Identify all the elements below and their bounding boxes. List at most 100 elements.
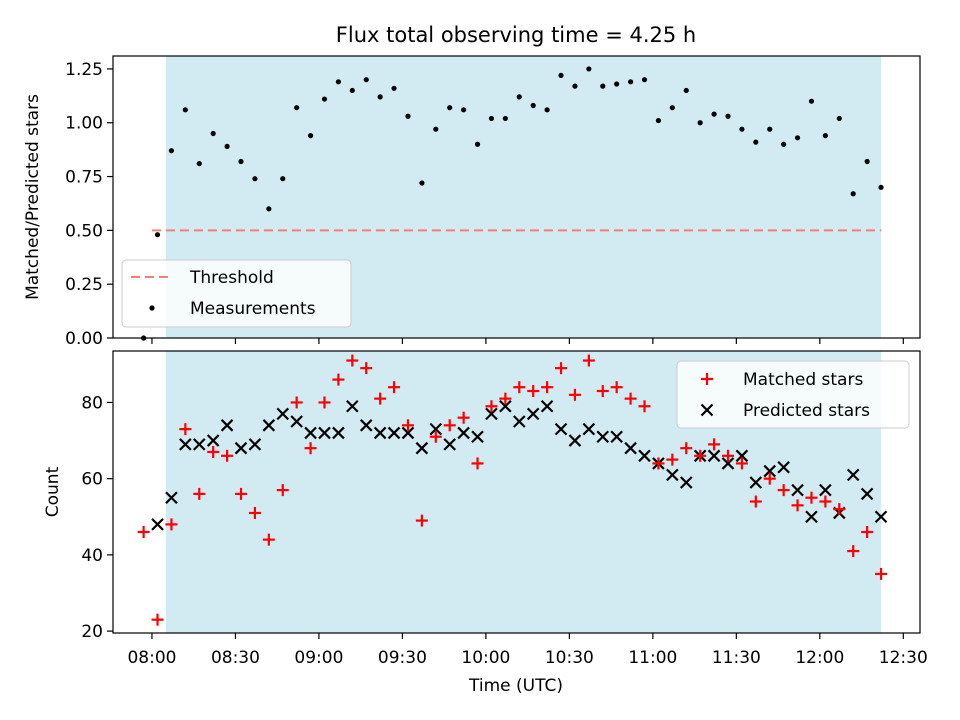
predicted-point-b <box>554 422 568 436</box>
measurement-point <box>627 79 634 85</box>
measurement-point <box>822 133 828 139</box>
measurement-point <box>266 206 272 212</box>
matched-point <box>875 567 888 580</box>
matched-point <box>346 354 359 367</box>
top-legend-box <box>121 259 352 328</box>
measurement-point <box>725 113 731 119</box>
matched-point <box>248 506 261 519</box>
predicted-point <box>540 399 554 413</box>
matched-point <box>708 438 721 451</box>
predicted-point <box>318 426 331 440</box>
predicted-point <box>401 426 415 440</box>
matched-point <box>207 445 220 458</box>
predicted-point-b <box>457 426 470 440</box>
measurement-point <box>252 176 258 182</box>
measurement-point <box>405 113 411 119</box>
measurement-point <box>767 126 773 132</box>
matched-point <box>791 499 804 512</box>
matched-point <box>596 385 609 398</box>
matched-point <box>137 526 150 539</box>
bottom-ytick-label: 60 <box>81 470 103 490</box>
predicted-point <box>499 399 512 413</box>
top-panel-title: Flux total observing time = 4.25 h <box>336 23 696 47</box>
predicted-point <box>192 438 206 451</box>
predicted-point-b <box>791 483 804 497</box>
xtick-label: 08:30 <box>211 648 260 668</box>
bottom-data-points <box>137 354 888 626</box>
predicted-point <box>220 419 234 432</box>
bottom-ytick-label: 40 <box>81 546 103 566</box>
predicted-point-b <box>596 430 610 444</box>
matched-point <box>833 503 846 516</box>
measurement-point <box>335 79 342 85</box>
measurement-point <box>377 94 383 100</box>
predicted-point <box>819 483 832 497</box>
measurement-point <box>544 107 550 113</box>
matched-point <box>582 354 595 367</box>
predicted-point <box>346 399 359 413</box>
bottom-ytick-label: 80 <box>81 393 103 413</box>
measurement-point <box>196 161 202 167</box>
measurement-point <box>294 105 300 111</box>
measurement-point <box>530 102 536 109</box>
predicted-point <box>415 441 429 455</box>
predicted-point <box>805 510 818 524</box>
predicted-point <box>387 426 401 440</box>
predicted-point-b <box>860 487 874 501</box>
predicted-point-b <box>401 426 415 440</box>
predicted-point-b <box>373 426 387 440</box>
bottom-legend-box <box>676 360 910 429</box>
xtick-label: 10:00 <box>461 648 510 668</box>
bottom-legend: Matched stars Predicted stars <box>676 360 910 429</box>
matched-point <box>165 518 178 531</box>
measurement-point <box>516 94 522 100</box>
measurement-point <box>781 141 787 147</box>
matched-point <box>638 400 651 413</box>
measurement-point <box>447 105 453 111</box>
predicted-point <box>485 407 498 421</box>
predicted-point-b <box>471 430 484 444</box>
predicted-point-b <box>846 468 860 482</box>
predicted-point <box>638 449 651 463</box>
predicted-point-b <box>624 441 637 455</box>
matched-point <box>443 419 456 432</box>
measurement-point <box>182 107 188 113</box>
predicted-point <box>721 457 735 470</box>
predicted-point <box>304 426 317 440</box>
matched-point <box>457 411 470 424</box>
predicted-point <box>276 407 290 421</box>
top-y-axis-label: Matched/Predicted stars <box>23 94 43 300</box>
predicted-point-b <box>526 407 540 421</box>
top-axes-frame <box>112 55 921 339</box>
measurement-point <box>419 180 425 186</box>
predicted-point <box>429 422 443 436</box>
measurement-point <box>614 81 620 87</box>
predicted-point <box>526 407 540 421</box>
matched-point <box>777 484 790 497</box>
predicted-point <box>860 487 874 501</box>
matched-point <box>235 487 248 500</box>
predicted-point <box>151 518 164 531</box>
predicted-point-b <box>415 441 429 455</box>
predicted-point-b <box>304 426 317 440</box>
legend-predicted-marker-b <box>700 403 714 417</box>
matched-point <box>374 392 387 405</box>
measurement-point <box>238 158 244 165</box>
top-ytick-label: 0.75 <box>65 168 103 188</box>
predicted-point-b <box>248 438 262 451</box>
measurement-point <box>753 139 759 145</box>
predicted-point-b <box>874 510 888 524</box>
measurement-point <box>210 130 216 137</box>
measurement-point <box>683 87 689 94</box>
measurement-point <box>600 83 606 89</box>
predicted-point-b <box>332 426 345 440</box>
matched-point <box>193 487 206 500</box>
measurement-point <box>558 72 564 78</box>
predicted-point <box>359 419 373 432</box>
predicted-point-b <box>206 434 220 447</box>
xtick-label: 10:30 <box>545 648 594 668</box>
predicted-point-b <box>582 422 596 436</box>
matched-point <box>262 533 275 546</box>
bottom-ytick-label: 20 <box>81 622 103 642</box>
